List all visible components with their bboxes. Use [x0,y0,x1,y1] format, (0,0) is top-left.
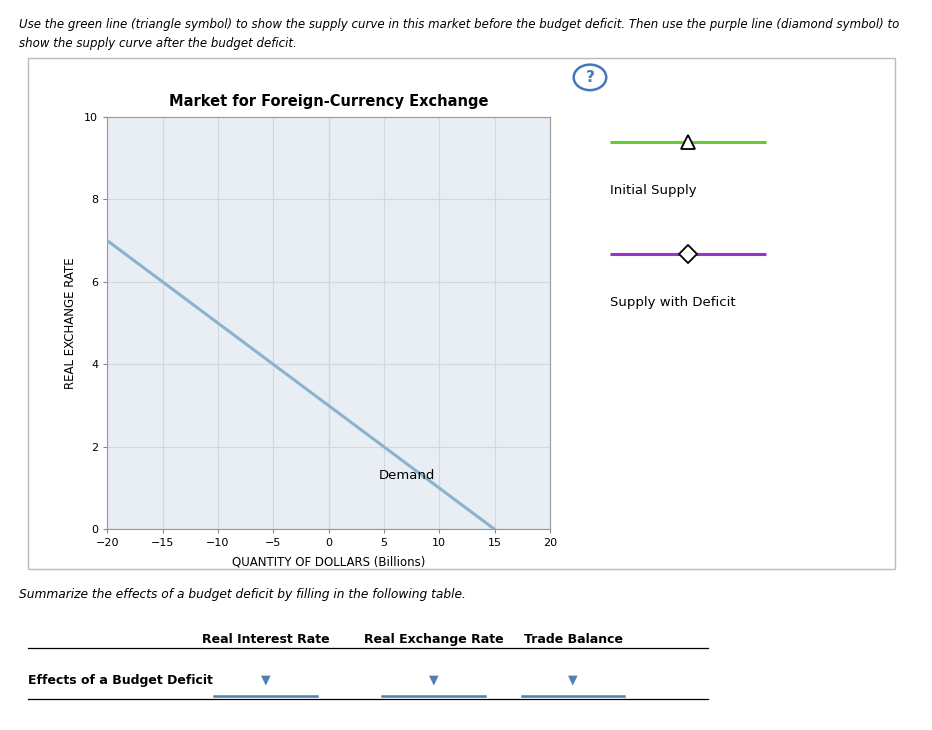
Title: Market for Foreign-Currency Exchange: Market for Foreign-Currency Exchange [169,93,488,109]
Text: Demand: Demand [378,469,434,482]
Text: ▼: ▼ [569,674,578,687]
Text: ▼: ▼ [429,674,438,687]
Text: Initial Supply: Initial Supply [610,184,696,196]
Text: Use the green line (triangle symbol) to show the supply curve in this market bef: Use the green line (triangle symbol) to … [19,18,899,31]
Text: Trade Balance: Trade Balance [524,633,623,646]
Y-axis label: REAL EXCHANGE RATE: REAL EXCHANGE RATE [64,257,77,389]
Text: show the supply curve after the budget deficit.: show the supply curve after the budget d… [19,36,296,50]
Text: Supply with Deficit: Supply with Deficit [610,296,735,309]
Text: Effects of a Budget Deficit: Effects of a Budget Deficit [28,674,212,687]
Text: ▼: ▼ [261,674,270,687]
Text: Real Interest Rate: Real Interest Rate [202,633,329,646]
Text: Real Exchange Rate: Real Exchange Rate [363,633,503,646]
X-axis label: QUANTITY OF DOLLARS (Billions): QUANTITY OF DOLLARS (Billions) [232,556,425,568]
Text: Summarize the effects of a budget deficit by filling in the following table.: Summarize the effects of a budget defici… [19,588,465,601]
Text: ?: ? [585,70,595,85]
